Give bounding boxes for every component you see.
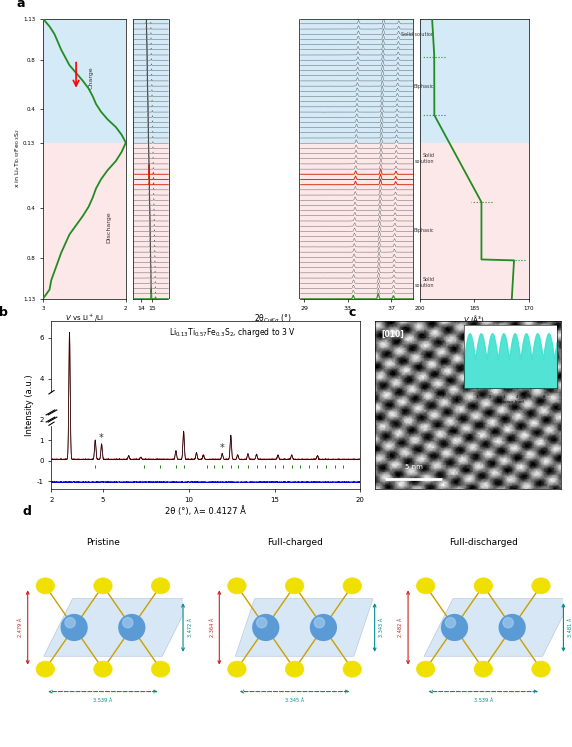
Circle shape <box>257 618 267 627</box>
Text: b: b <box>0 306 8 319</box>
Polygon shape <box>235 598 373 657</box>
Ellipse shape <box>36 578 54 594</box>
Y-axis label: x in Li$_x$Ti$_{0.57}$Fe$_{0.3}$S$_2$: x in Li$_x$Ti$_{0.57}$Fe$_{0.3}$S$_2$ <box>13 129 22 188</box>
Text: d: d <box>23 506 32 518</box>
Ellipse shape <box>152 578 170 594</box>
Text: 3.343 Å: 3.343 Å <box>379 618 384 637</box>
Bar <box>133 19 413 143</box>
Ellipse shape <box>532 661 550 677</box>
Circle shape <box>252 614 279 641</box>
Polygon shape <box>424 598 571 657</box>
X-axis label: 2θ (°), λ= 0.4127 Å: 2θ (°), λ= 0.4127 Å <box>165 506 247 515</box>
Circle shape <box>314 618 324 627</box>
Text: Solid
solution: Solid solution <box>415 153 434 164</box>
Ellipse shape <box>416 578 435 594</box>
Circle shape <box>310 614 337 641</box>
Text: 3.472 Å: 3.472 Å <box>188 618 193 637</box>
Ellipse shape <box>474 661 492 677</box>
X-axis label: $V$ (Å³): $V$ (Å³) <box>463 313 485 325</box>
X-axis label: 2θ$_{CuKα}$ (°): 2θ$_{CuKα}$ (°) <box>254 313 292 326</box>
Ellipse shape <box>94 578 112 594</box>
Bar <box>420 19 529 143</box>
Text: 2.364 Å: 2.364 Å <box>209 618 214 637</box>
Ellipse shape <box>228 661 246 677</box>
Circle shape <box>503 618 513 627</box>
Title: Full-discharged: Full-discharged <box>449 538 518 547</box>
Text: 3.345 Å: 3.345 Å <box>285 698 304 703</box>
Circle shape <box>446 618 456 627</box>
Circle shape <box>65 618 76 627</box>
Text: c: c <box>349 306 356 319</box>
X-axis label: $V$ vs Li$^+$/Li: $V$ vs Li$^+$/Li <box>65 313 104 324</box>
Text: Solid solution: Solid solution <box>402 32 434 37</box>
Text: 2.479 Å: 2.479 Å <box>18 618 23 637</box>
Text: 3.539 Å: 3.539 Å <box>474 698 493 703</box>
Circle shape <box>118 614 145 641</box>
Ellipse shape <box>285 578 304 594</box>
Text: *: * <box>220 442 225 453</box>
Text: 3.539 Å: 3.539 Å <box>93 698 113 703</box>
Y-axis label: Intensity (a.u.): Intensity (a.u.) <box>25 374 34 436</box>
Text: Solid
solution: Solid solution <box>415 277 434 288</box>
Text: Biphasic: Biphasic <box>414 84 434 90</box>
Ellipse shape <box>343 578 362 594</box>
Bar <box>420 143 529 299</box>
Text: 3.481 Å: 3.481 Å <box>568 618 572 637</box>
Text: Li$_{0.13}$Ti$_{0.57}$Fe$_{0.3}$S$_2$, charged to 3 V: Li$_{0.13}$Ti$_{0.57}$Fe$_{0.3}$S$_2$, c… <box>169 326 296 339</box>
Text: a: a <box>17 0 25 10</box>
Ellipse shape <box>152 661 170 677</box>
Text: [010]: [010] <box>382 329 404 338</box>
Text: 2.482 Å: 2.482 Å <box>398 618 403 637</box>
Ellipse shape <box>343 661 362 677</box>
Ellipse shape <box>474 578 492 594</box>
Ellipse shape <box>532 578 550 594</box>
Polygon shape <box>43 598 191 657</box>
Title: Full-charged: Full-charged <box>267 538 323 547</box>
Ellipse shape <box>416 661 435 677</box>
Circle shape <box>122 618 133 627</box>
Text: Discharge: Discharge <box>107 211 112 243</box>
Text: Charge: Charge <box>89 67 93 90</box>
Bar <box>43 143 126 299</box>
Ellipse shape <box>228 578 246 594</box>
Bar <box>133 143 413 299</box>
Text: 5 nm: 5 nm <box>404 464 423 470</box>
Title: Pristine: Pristine <box>86 538 120 547</box>
Text: *: * <box>99 433 104 443</box>
Circle shape <box>61 614 88 641</box>
Bar <box>43 19 126 143</box>
Circle shape <box>499 614 526 641</box>
Text: Biphasic: Biphasic <box>414 228 434 233</box>
Ellipse shape <box>94 661 112 677</box>
Ellipse shape <box>36 661 54 677</box>
Ellipse shape <box>285 661 304 677</box>
Circle shape <box>441 614 468 641</box>
